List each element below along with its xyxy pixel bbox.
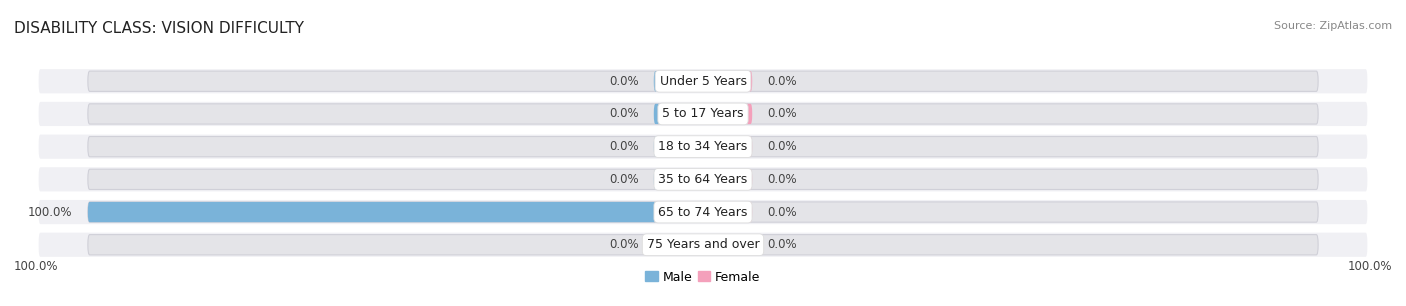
FancyBboxPatch shape (654, 71, 703, 91)
FancyBboxPatch shape (87, 104, 1319, 124)
FancyBboxPatch shape (38, 135, 1367, 159)
FancyBboxPatch shape (38, 69, 1367, 93)
Text: 0.0%: 0.0% (768, 238, 797, 251)
Text: 0.0%: 0.0% (768, 107, 797, 121)
Text: 100.0%: 100.0% (28, 206, 73, 218)
FancyBboxPatch shape (703, 202, 752, 222)
FancyBboxPatch shape (703, 71, 752, 91)
Text: 0.0%: 0.0% (609, 75, 638, 88)
Text: 0.0%: 0.0% (768, 206, 797, 218)
Text: 0.0%: 0.0% (609, 173, 638, 186)
Text: Source: ZipAtlas.com: Source: ZipAtlas.com (1274, 21, 1392, 32)
FancyBboxPatch shape (654, 169, 703, 189)
FancyBboxPatch shape (703, 136, 752, 157)
Text: 0.0%: 0.0% (768, 75, 797, 88)
Text: 75 Years and over: 75 Years and over (647, 238, 759, 251)
FancyBboxPatch shape (87, 202, 1319, 222)
Text: 0.0%: 0.0% (768, 173, 797, 186)
Text: 0.0%: 0.0% (609, 107, 638, 121)
Text: 5 to 17 Years: 5 to 17 Years (662, 107, 744, 121)
FancyBboxPatch shape (87, 235, 1319, 255)
FancyBboxPatch shape (87, 169, 1319, 189)
Text: 35 to 64 Years: 35 to 64 Years (658, 173, 748, 186)
FancyBboxPatch shape (654, 235, 703, 255)
Text: 100.0%: 100.0% (1347, 260, 1392, 274)
FancyBboxPatch shape (703, 235, 752, 255)
FancyBboxPatch shape (87, 71, 1319, 91)
FancyBboxPatch shape (654, 136, 703, 157)
FancyBboxPatch shape (38, 200, 1367, 224)
FancyBboxPatch shape (654, 104, 703, 124)
FancyBboxPatch shape (87, 136, 1319, 157)
FancyBboxPatch shape (703, 104, 752, 124)
Text: 100.0%: 100.0% (14, 260, 59, 274)
Text: Under 5 Years: Under 5 Years (659, 75, 747, 88)
FancyBboxPatch shape (38, 167, 1367, 192)
FancyBboxPatch shape (38, 233, 1367, 257)
Legend: Male, Female: Male, Female (641, 266, 765, 289)
Text: DISABILITY CLASS: VISION DIFFICULTY: DISABILITY CLASS: VISION DIFFICULTY (14, 21, 304, 36)
Text: 0.0%: 0.0% (609, 238, 638, 251)
FancyBboxPatch shape (703, 169, 752, 189)
Text: 0.0%: 0.0% (609, 140, 638, 153)
Text: 65 to 74 Years: 65 to 74 Years (658, 206, 748, 218)
FancyBboxPatch shape (38, 102, 1367, 126)
Text: 18 to 34 Years: 18 to 34 Years (658, 140, 748, 153)
FancyBboxPatch shape (87, 202, 703, 222)
Text: 0.0%: 0.0% (768, 140, 797, 153)
